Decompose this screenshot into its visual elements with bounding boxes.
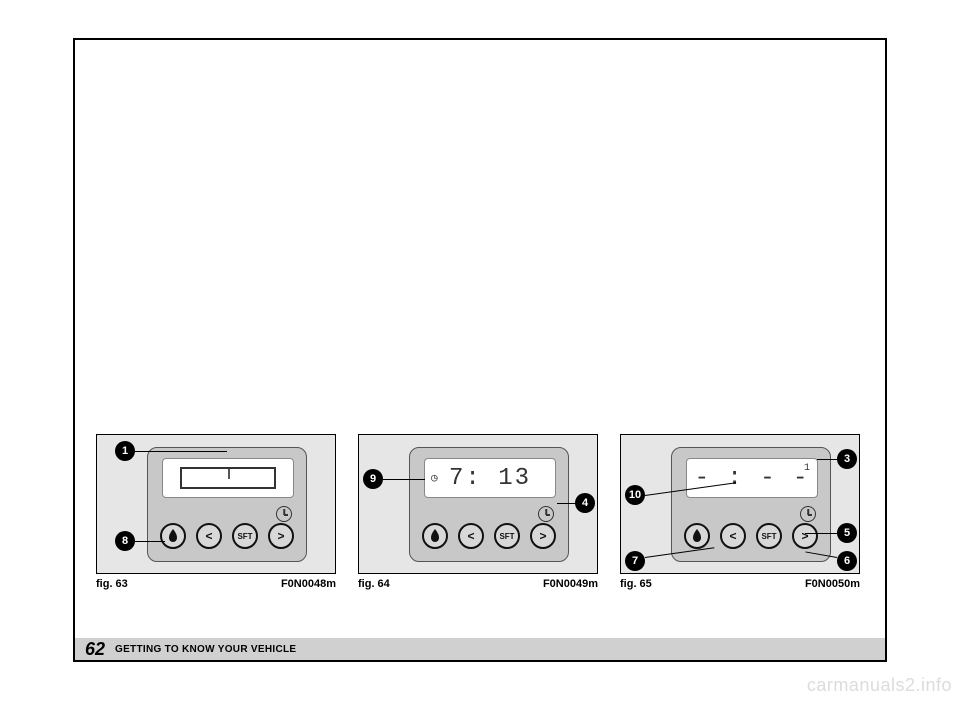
sft-button[interactable]: SFT — [232, 523, 258, 549]
watermark: carmanuals2.info — [807, 675, 952, 696]
figure-code: F0N0048m — [281, 578, 336, 590]
figures-row: < SFT > 1 8 fig. 63 F0N0048m ◷ 7: 13 — [96, 434, 866, 590]
prev-button[interactable]: < — [196, 523, 222, 549]
callout-6: 6 — [837, 551, 857, 571]
leader-9 — [383, 479, 425, 480]
leader-1 — [135, 451, 227, 452]
button-row: < SFT > — [422, 523, 556, 549]
flame-button[interactable] — [422, 523, 448, 549]
figure-code: F0N0049m — [543, 578, 598, 590]
prev-button[interactable]: < — [458, 523, 484, 549]
prev-button[interactable]: < — [720, 523, 746, 549]
callout-1: 1 — [115, 441, 135, 461]
callout-3: 3 — [837, 449, 857, 469]
button-row: < SFT > — [684, 523, 818, 549]
figure-label: fig. 64 — [358, 578, 390, 590]
figure-label: fig. 63 — [96, 578, 128, 590]
screen-tick — [228, 469, 230, 479]
screen-rect-symbol — [180, 467, 276, 489]
callout-8: 8 — [115, 531, 135, 551]
lcd-screen: ◷ 7: 13 — [424, 458, 556, 498]
leader-4 — [557, 503, 575, 504]
figure-label: fig. 65 — [620, 578, 652, 590]
lcd-screen — [162, 458, 294, 498]
superscript-1: 1 — [804, 463, 812, 474]
page-number: 62 — [75, 639, 115, 660]
screen-time: - : - - — [695, 465, 810, 492]
next-button[interactable]: > — [530, 523, 556, 549]
leader-5 — [805, 533, 837, 534]
sft-button[interactable]: SFT — [494, 523, 520, 549]
timer-device: - : - - 1 < SFT > — [671, 447, 831, 562]
section-title: GETTING TO KNOW YOUR VEHICLE — [115, 644, 296, 655]
flame-button[interactable] — [684, 523, 710, 549]
timer-device: < SFT > — [147, 447, 307, 562]
lcd-screen: - : - - 1 — [686, 458, 818, 498]
footer-bar: 62 GETTING TO KNOW YOUR VEHICLE — [75, 638, 885, 660]
next-button[interactable]: > — [268, 523, 294, 549]
clock-icon — [276, 506, 292, 522]
callout-4: 4 — [575, 493, 595, 513]
callout-7: 7 — [625, 551, 645, 571]
next-button[interactable]: > — [792, 523, 818, 549]
figure-63: < SFT > 1 8 fig. 63 F0N0048m — [96, 434, 336, 590]
timer-device: ◷ 7: 13 < SFT > — [409, 447, 569, 562]
clock-icon — [800, 506, 816, 522]
figure-code: F0N0050m — [805, 578, 860, 590]
clock-sub-icon: ◷ — [431, 471, 440, 485]
sft-button[interactable]: SFT — [756, 523, 782, 549]
figure-64: ◷ 7: 13 < SFT > 9 4 fig. 64 F0N004 — [358, 434, 598, 590]
callout-9: 9 — [363, 469, 383, 489]
callout-10: 10 — [625, 485, 645, 505]
figure-64-panel: ◷ 7: 13 < SFT > 9 4 — [358, 434, 598, 574]
callout-5: 5 — [837, 523, 857, 543]
leader-3 — [817, 459, 837, 460]
leader-8 — [135, 541, 165, 542]
screen-time: 7: 13 — [449, 465, 531, 492]
figure-65-panel: - : - - 1 < SFT > 3 10 5 6 — [620, 434, 860, 574]
figure-65: - : - - 1 < SFT > 3 10 5 6 — [620, 434, 860, 590]
button-row: < SFT > — [160, 523, 294, 549]
clock-icon — [538, 506, 554, 522]
figure-63-panel: < SFT > 1 8 — [96, 434, 336, 574]
flame-button[interactable] — [160, 523, 186, 549]
